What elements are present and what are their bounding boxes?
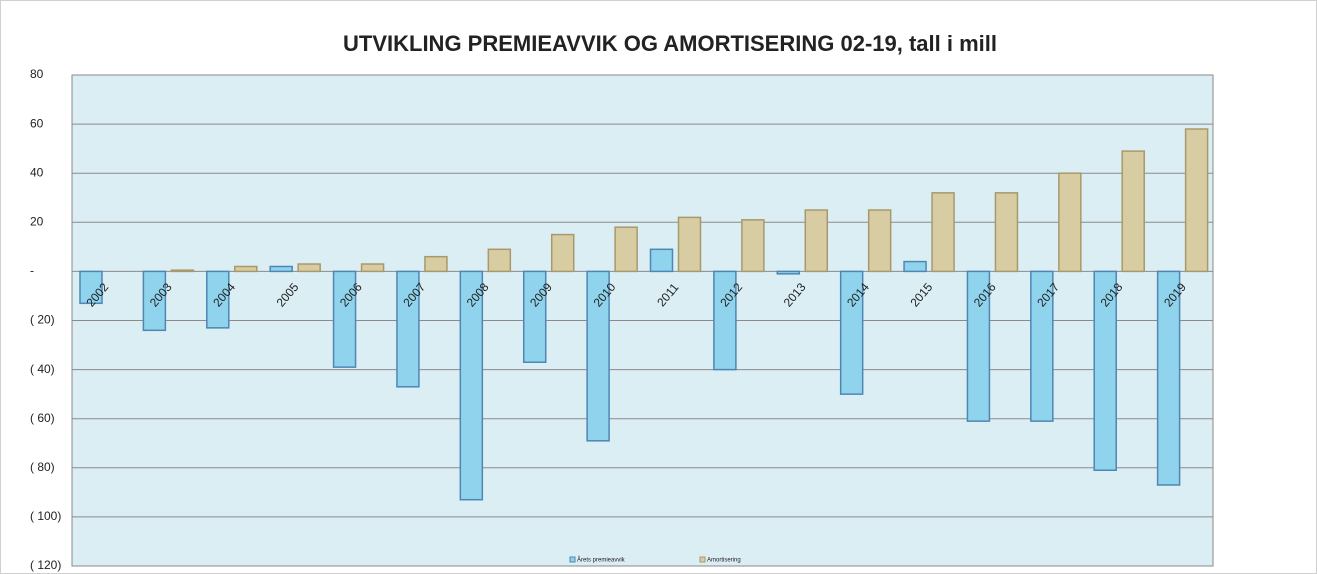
bar — [804, 209, 829, 273]
bar — [903, 260, 927, 273]
bar — [713, 270, 737, 371]
bar — [297, 263, 321, 273]
bar — [1093, 270, 1117, 472]
y-tick-label: ( 100) — [30, 509, 61, 523]
y-tick-label: 60 — [30, 116, 44, 130]
bar — [424, 255, 448, 273]
bar — [1030, 270, 1054, 422]
bar — [170, 269, 195, 273]
bar — [966, 270, 991, 422]
y-tick-label: ( 80) — [30, 460, 55, 474]
bar — [487, 248, 512, 273]
bar — [677, 216, 702, 273]
bar — [142, 270, 167, 332]
legend-swatch — [569, 556, 576, 563]
bar — [459, 270, 484, 501]
bar — [931, 192, 955, 273]
bar — [1121, 150, 1145, 273]
y-tick-label: ( 20) — [30, 313, 55, 327]
bar — [550, 233, 575, 273]
legend-swatch — [699, 556, 706, 563]
bar — [586, 270, 610, 442]
bar — [649, 248, 674, 273]
bar — [1058, 172, 1082, 273]
bar — [614, 226, 638, 273]
y-tick-label: ( 60) — [30, 411, 55, 425]
bar — [1156, 270, 1181, 486]
chart-title: UTVIKLING PREMIEAVVIK OG AMORTISERING 02… — [343, 31, 997, 56]
bar — [269, 265, 293, 273]
bar — [994, 192, 1019, 273]
y-tick-label: - — [30, 264, 34, 278]
bar — [522, 270, 547, 363]
bar — [867, 209, 892, 273]
bar — [234, 265, 258, 273]
bar — [206, 270, 230, 329]
bar — [776, 270, 801, 275]
y-tick-label: ( 40) — [30, 362, 55, 376]
bar — [741, 219, 765, 273]
y-tick-label: 80 — [30, 67, 44, 81]
y-tick-label: ( 120) — [30, 558, 61, 572]
bar — [332, 270, 357, 368]
y-tick-label: 40 — [30, 165, 44, 179]
legend-label: Årets premieavvik — [577, 557, 626, 564]
bar — [79, 270, 103, 305]
bar — [839, 270, 864, 395]
legend-label: Amortisering — [707, 558, 741, 564]
bar — [396, 270, 420, 388]
bar — [360, 263, 385, 273]
bar — [1184, 128, 1209, 273]
y-tick-label: 20 — [30, 214, 44, 228]
